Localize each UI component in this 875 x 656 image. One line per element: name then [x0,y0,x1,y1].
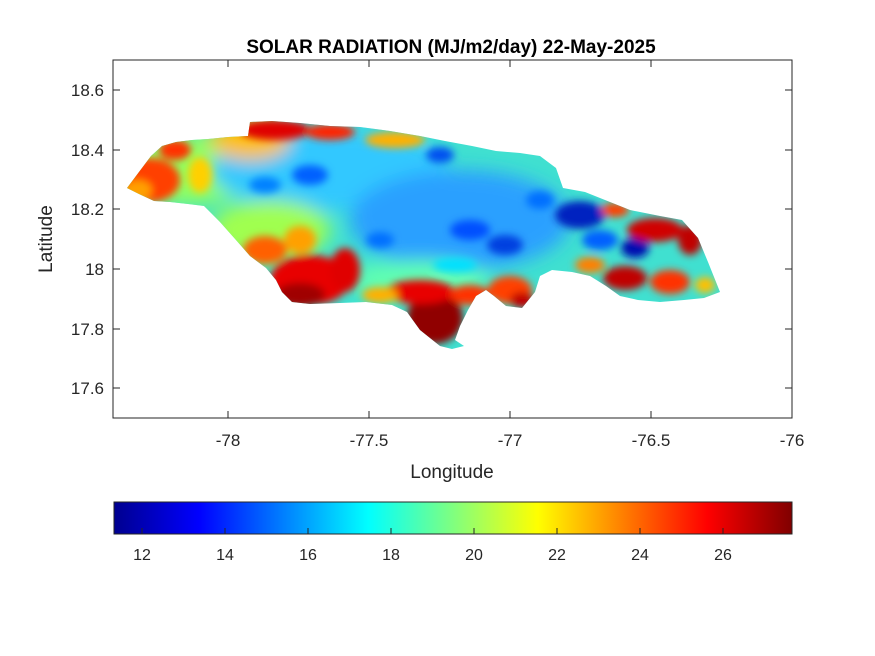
heatmap-cell [582,230,618,250]
heatmap-cell [695,277,715,293]
heatmap-cell [487,235,523,255]
colorbar-tick-label: 22 [548,547,566,564]
heatmap-cell [426,147,454,163]
heatmap-cell [526,191,554,209]
heatmap-cell [159,140,191,160]
heatmap-cell [362,287,398,303]
colorbar-tick-label: 24 [631,547,649,564]
y-axis-label: Latitude [36,205,57,273]
heatmap-cell [188,157,212,193]
heatmap-cell [621,238,649,258]
heatmap-cell [627,218,683,242]
colorbar-tick-label: 20 [465,547,483,564]
heatmap-cell [249,177,281,193]
heatmap-cell [330,248,360,292]
y-axis: 17.6 17.8 18 18.2 18.4 18.6 Latitude [36,81,792,398]
heatmap-cell [243,236,287,264]
heatmap-cell [240,121,310,140]
colorbar-tick-label: 26 [714,547,732,564]
heatmap-cell [365,132,425,148]
plot-area: -78 -77.5 -77 -76.5 -76 Longitude 17.6 1… [36,59,805,483]
colorbar: 12 14 16 18 20 22 24 26 [113,501,793,564]
heatmap-cell [305,124,355,140]
x-tick-label: -76 [780,431,805,450]
x-tick-label: -78 [216,431,241,450]
y-tick-label: 17.8 [71,320,104,339]
x-axis-label: Longitude [410,462,493,483]
heatmap-cell [366,232,394,248]
x-axis: -78 -77.5 -77 -76.5 -76 Longitude [216,60,805,483]
y-tick-label: 18.6 [71,81,104,100]
heatmap-cell [650,270,690,294]
y-tick-label: 18 [85,260,104,279]
heatmap-cell [284,226,316,254]
colorbar-tick-label: 12 [133,547,151,564]
x-tick-label: -77.5 [350,431,389,450]
x-tick-label: -77 [498,431,523,450]
chart-title: SOLAR RADIATION (MJ/m2/day) 22-May-2025 [246,37,656,58]
heatmap-cell [575,257,605,273]
x-tick-label: -76.5 [632,431,671,450]
heatmap-cell [350,170,570,270]
y-tick-label: 18.2 [71,200,104,219]
heatmap-cell [603,266,647,290]
y-tick-label: 17.6 [71,379,104,398]
colorbar-tick-label: 18 [382,547,400,564]
colorbar-tick-label: 14 [216,547,234,564]
y-tick-label: 18.4 [71,141,104,160]
colorbar-gradient [113,501,793,535]
heatmap-cell [555,201,605,229]
heatmap-cell [292,165,328,185]
colorbar-tick-label: 16 [299,547,317,564]
heatmap-cell [433,258,477,272]
heatmap-cell [450,220,490,240]
heatmap-cell [385,280,455,304]
